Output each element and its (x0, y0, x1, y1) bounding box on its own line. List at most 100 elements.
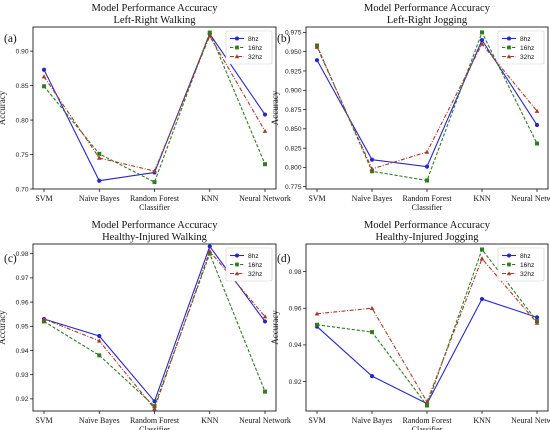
y-axis-label: Accuracy (0, 310, 7, 345)
legend-marker-8hz (507, 36, 511, 41)
data-point-8hz (479, 38, 485, 43)
legend-label: 8hz (520, 36, 531, 43)
legend-marker-8hz (235, 36, 239, 41)
x-tick-label: SVM (308, 194, 325, 203)
data-point-16hz (263, 389, 267, 394)
data-point-32hz (479, 41, 485, 46)
chart-title: Model Performance Accuracy (364, 3, 491, 14)
data-point-8hz (207, 244, 212, 249)
y-tick-label: 0.96 (16, 299, 29, 306)
y-tick-label: 0.775 (285, 184, 302, 191)
y-tick-label: 0.80 (16, 117, 29, 124)
y-tick-label: 0.75 (16, 152, 29, 159)
x-tick-label: Random Forest Classifier (402, 416, 452, 430)
x-tick-label: Random Forest Classifier (130, 416, 180, 430)
y-tick-label: 0.94 (16, 348, 29, 355)
legend-marker-16hz (235, 262, 239, 267)
legend: 8hz 16hz 32hz (497, 30, 545, 65)
data-point-16hz (370, 169, 374, 174)
legend-marker-8hz (507, 253, 511, 258)
legend-marker-32hz (234, 54, 240, 59)
y-tick-label: 0.97 (16, 275, 29, 282)
panel-label: (d) (277, 253, 291, 265)
chart-title: Model Performance Accuracy (364, 220, 491, 231)
y-tick-label: 0.90 (16, 48, 29, 55)
x-tick-label: Naïve Bayes (79, 194, 120, 203)
chart-subtitle: Healthy-Injured Jogging (376, 232, 480, 243)
legend-label: 32hz (248, 54, 262, 61)
data-point-16hz (480, 247, 484, 252)
y-axis-label: Accuracy (270, 310, 280, 345)
data-point-16hz (207, 251, 212, 256)
data-point-16hz (152, 180, 157, 185)
x-tick-label: KNN (201, 194, 219, 203)
legend-marker-32hz (506, 54, 512, 59)
x-tick-label: Naïve Bayes (352, 416, 393, 425)
legend-label: 16hz (520, 262, 534, 269)
data-point-16hz (370, 330, 374, 335)
data-point-16hz (535, 141, 539, 146)
x-tick-label-line: Random Forest (402, 194, 452, 203)
x-tick-label-line: Random Forest (402, 416, 452, 425)
legend-marker-16hz (235, 45, 239, 50)
data-point-8hz (369, 374, 375, 379)
data-point-8hz (97, 333, 102, 339)
data-point-32hz (424, 149, 430, 154)
x-tick-label-line: Classifier (412, 203, 443, 212)
y-tick-label: 0.98 (289, 269, 302, 276)
y-axis-label: Accuracy (0, 90, 7, 125)
data-point-8hz (262, 112, 268, 117)
data-point-8hz (534, 122, 540, 128)
data-point-32hz (262, 314, 268, 319)
series-line-16hz (43, 252, 266, 408)
x-tick-label: KNN (473, 416, 491, 425)
data-point-32hz (534, 320, 540, 325)
data-point-16hz (97, 353, 102, 358)
y-tick-label: 0.93 (16, 372, 29, 379)
data-point-16hz (425, 178, 429, 183)
y-tick-label: 0.800 (285, 165, 302, 172)
legend-label: 16hz (520, 45, 534, 52)
chart-subtitle: Left-Right Walking (113, 15, 196, 26)
data-point-32hz (207, 248, 213, 254)
y-tick-label: 0.850 (285, 126, 302, 133)
data-point-16hz (480, 30, 484, 35)
legend-marker-16hz (507, 45, 511, 50)
y-tick-label: 0.950 (285, 49, 302, 56)
data-point-32hz (152, 168, 157, 173)
legend-marker-8hz (235, 253, 239, 258)
y-axis-label: Accuracy (270, 90, 280, 125)
y-tick-label: 0.96 (289, 306, 302, 313)
data-point-32hz (314, 311, 320, 316)
y-tick-label: 0.92 (289, 379, 302, 386)
x-tick-label: KNN (201, 416, 219, 425)
legend-label: 32hz (520, 271, 534, 278)
legend-label: 16hz (248, 45, 262, 52)
x-tick-label: Neural Network (239, 194, 291, 203)
data-point-8hz (152, 399, 157, 404)
x-tick-label: KNN (473, 194, 491, 203)
data-point-32hz (479, 256, 485, 261)
x-tick-label-line: Random Forest (130, 194, 180, 203)
data-point-32hz (424, 399, 430, 404)
panel-label: (b) (277, 33, 291, 45)
legend-label: 8hz (248, 36, 259, 43)
data-point-8hz (41, 67, 47, 72)
x-tick-label: SVM (35, 416, 52, 425)
legend-label: 16hz (248, 262, 262, 269)
legend-label: 32hz (520, 54, 534, 61)
chart-subtitle: Healthy-Injured Walking (102, 232, 208, 243)
data-point-32hz (41, 316, 47, 321)
chart-panel-4: Model Performance AccuracyHealthy-Injure… (270, 220, 550, 430)
legend-marker-16hz (507, 262, 511, 267)
legend: 8hz 16hz 32hz (225, 247, 273, 282)
data-point-32hz (152, 406, 157, 411)
x-tick-label: Random Forest Classifier (402, 194, 452, 212)
legend: 8hz 16hz 32hz (225, 30, 273, 65)
legend: 8hz 16hz 32hz (497, 247, 545, 282)
chart-subtitle: Left-Right Jogging (387, 15, 468, 26)
data-point-8hz (369, 157, 375, 162)
x-tick-label: Neural Network (511, 194, 550, 203)
y-tick-label: 0.92 (16, 396, 29, 403)
